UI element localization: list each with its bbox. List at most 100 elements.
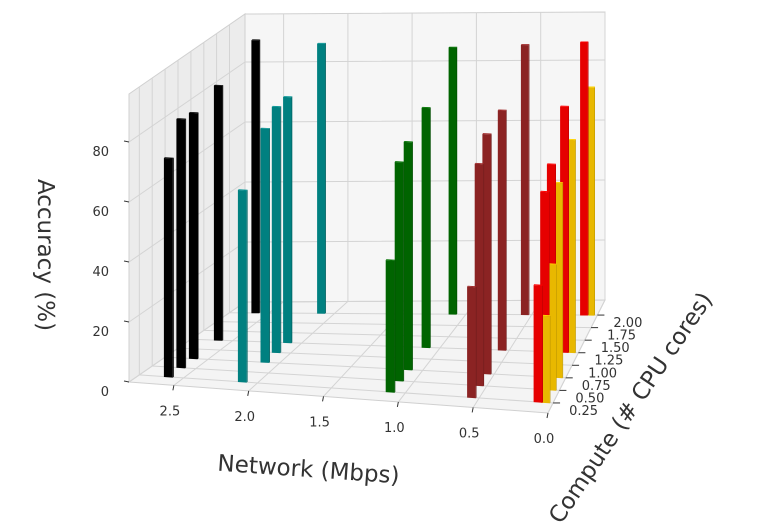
- bar-face-side: [394, 259, 396, 393]
- bar: [283, 96, 293, 344]
- bar-face-top: [547, 263, 557, 265]
- bar: [188, 112, 199, 360]
- bar-face-front: [448, 47, 457, 315]
- bar-face-front: [567, 139, 576, 354]
- bar-face-side: [222, 85, 224, 341]
- bar-face-top: [580, 41, 589, 43]
- z-tick: [123, 320, 130, 323]
- bar-face-front: [467, 286, 476, 399]
- z-tick-label: 80: [92, 145, 109, 160]
- bar-face-side: [403, 161, 405, 382]
- z-tick: [123, 260, 130, 263]
- y-tick-label: 1.50: [601, 341, 630, 356]
- bar-face-top: [567, 138, 576, 141]
- bar: [317, 42, 326, 314]
- bar-face-front: [237, 190, 247, 383]
- x-tick-label: 2.5: [160, 404, 181, 419]
- bar-face-side: [456, 46, 458, 315]
- bar: [482, 133, 492, 375]
- bar-face-front: [497, 110, 507, 351]
- x-tick-label: 0.0: [534, 432, 555, 447]
- z-axis-title: Accuracy (%): [32, 179, 58, 331]
- bar: [403, 141, 413, 371]
- x-tick-label: 1.0: [384, 421, 405, 436]
- bar-face-top: [586, 86, 595, 88]
- y-tick-label: 2.00: [613, 316, 642, 331]
- bar-face-top: [467, 285, 477, 288]
- bar: [467, 285, 477, 399]
- bar-face-front: [260, 128, 270, 363]
- bar-face-top: [237, 189, 248, 191]
- bar: [271, 105, 282, 354]
- bar-face-side: [412, 141, 413, 371]
- bar-face-top: [317, 42, 326, 44]
- z-tick-label: 60: [92, 205, 109, 220]
- z-tick: [123, 200, 130, 203]
- bar-face-side: [506, 109, 507, 351]
- bar-face-side: [542, 284, 543, 403]
- x-tick: [172, 385, 175, 391]
- bar-face-side: [556, 263, 557, 391]
- bar: [260, 127, 270, 363]
- z-tick-label: 20: [92, 325, 109, 340]
- bar-face-front: [188, 112, 198, 360]
- bar: [474, 162, 485, 387]
- x-tick: [546, 412, 549, 419]
- x-tick: [471, 407, 474, 413]
- bar-face-top: [213, 84, 224, 86]
- bar-face-front: [283, 96, 292, 344]
- z-tick: [123, 140, 130, 143]
- bar-face-side: [325, 42, 326, 314]
- x-tick-labels: 2.5 2.0 1.5 1.0 0.5 0.0: [160, 404, 555, 447]
- bar-face-side: [291, 96, 293, 344]
- bar: [533, 284, 543, 403]
- bar-face-side: [491, 133, 492, 375]
- bar-face-side: [549, 315, 551, 404]
- bar-face-top: [271, 105, 282, 108]
- bar: [567, 138, 576, 354]
- bar-face-top: [497, 109, 507, 111]
- bar-face-front: [163, 158, 173, 378]
- bar: [251, 39, 261, 314]
- bar-face-top: [520, 44, 530, 46]
- tick-marks: [123, 140, 605, 419]
- z-tick-label: 0: [101, 385, 109, 400]
- bar-face-top: [554, 181, 564, 184]
- bar-face-side: [594, 86, 595, 316]
- x-tick-label: 2.0: [234, 410, 255, 425]
- bar-face-front: [586, 87, 595, 316]
- bar-face-side: [246, 189, 248, 383]
- bar-face-side: [562, 182, 564, 379]
- bar-face-side: [430, 107, 431, 349]
- bar-face-top: [163, 157, 174, 159]
- bar: [237, 189, 248, 383]
- bar: [163, 157, 174, 378]
- y-tick-label: 0.50: [575, 391, 604, 406]
- bars: [163, 39, 595, 404]
- bar-face-top: [421, 106, 431, 109]
- bar-face-side: [197, 112, 199, 360]
- bar-face-side: [269, 128, 270, 363]
- bar-face-side: [475, 286, 477, 399]
- bar-face-front: [213, 85, 223, 341]
- bar-face-side: [483, 163, 485, 387]
- x-tick: [396, 401, 399, 408]
- z-tick-label: 40: [92, 265, 109, 280]
- bar-face-front: [541, 315, 550, 404]
- bar-face-front: [317, 43, 325, 314]
- bar-face-front: [421, 107, 430, 349]
- bar: [448, 46, 458, 315]
- bar-face-side: [568, 105, 569, 353]
- bar-face-top: [176, 118, 187, 120]
- bar-face-front: [251, 40, 260, 314]
- bar-face-side: [575, 139, 576, 354]
- bar-face-top: [251, 39, 261, 41]
- bar: [176, 118, 187, 369]
- bar-face-side: [185, 118, 187, 369]
- bar: [580, 41, 589, 316]
- bar-face-side: [528, 44, 530, 316]
- bar-face-front: [385, 260, 395, 393]
- bar-face-front: [394, 162, 404, 382]
- y-tick-label: 1.00: [588, 366, 617, 381]
- bar: [385, 259, 396, 393]
